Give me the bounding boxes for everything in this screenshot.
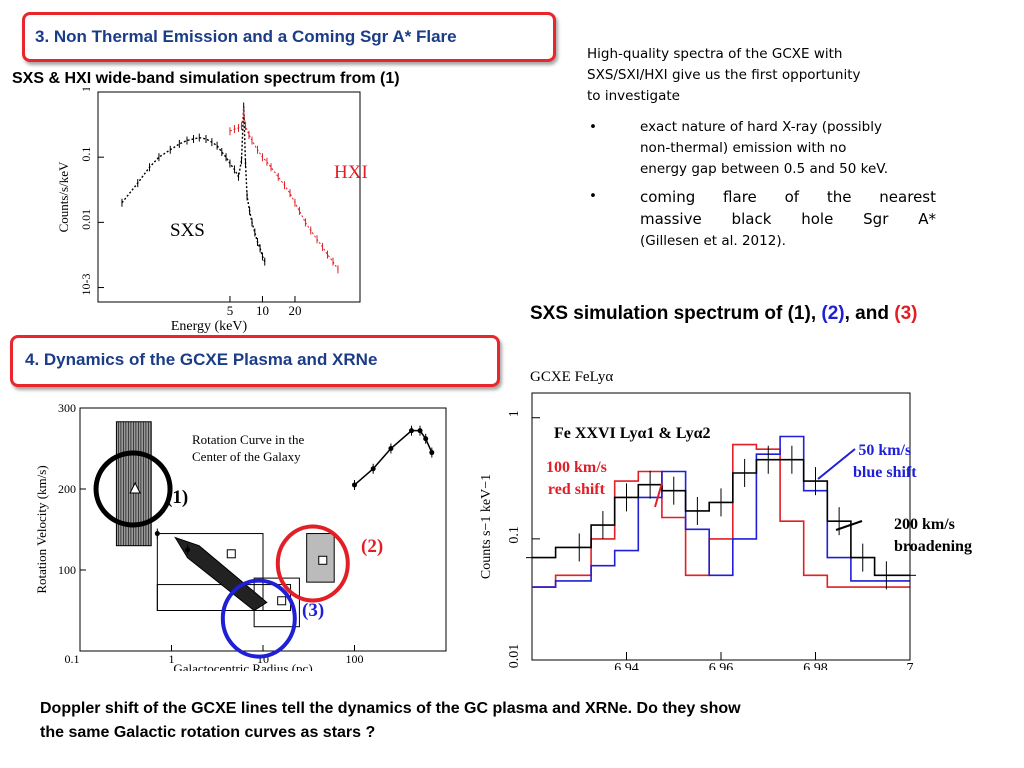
x-tick-label: 1 bbox=[169, 652, 175, 666]
section3-title: 3. Non Thermal Emission and a Coming Sgr… bbox=[35, 27, 457, 46]
x-tick-label: 10 bbox=[256, 303, 269, 318]
label-line: 50 km/s bbox=[858, 442, 912, 459]
region-3-marker bbox=[277, 596, 287, 606]
caption-part-3: (3) bbox=[894, 303, 918, 324]
y-tick-label: 300 bbox=[58, 401, 76, 415]
bullet-line: (Gillesen et al. 2012). bbox=[640, 233, 786, 249]
bullet-line: energy gap between 0.5 and 50 keV. bbox=[640, 161, 889, 177]
caption-part: , and bbox=[844, 303, 895, 324]
y-tick-label: 200 bbox=[58, 482, 76, 496]
label-line: broadening bbox=[894, 538, 972, 555]
intro-line: High-quality spectra of the GCXE with bbox=[587, 46, 843, 62]
wideband-spectrum-chart: 1 0.1 0.01 10-3 5 10 20 Energy (keV) Counts/s/ke… bbox=[56, 88, 361, 334]
series-line bbox=[532, 435, 910, 588]
bullet-symbol: • bbox=[589, 119, 597, 135]
y-tick-label: 100 bbox=[58, 563, 76, 577]
hxi-series-label: HXI bbox=[334, 162, 368, 183]
series-line bbox=[121, 106, 266, 262]
y-tick-label: 0.01 bbox=[79, 209, 93, 230]
label-line: 200 km/s bbox=[894, 516, 955, 533]
label-line: blue shift bbox=[853, 464, 917, 481]
x-tick-label: 100 bbox=[346, 652, 364, 666]
left-chart-caption: SXS & HXI wide-band simulation spectrum … bbox=[12, 70, 400, 87]
caption-part-2: (2) bbox=[821, 303, 845, 324]
bullet-2: • coming flare of the nearest massive bl… bbox=[587, 186, 947, 252]
bullet-line: exact nature of hard X-ray (possibly bbox=[640, 119, 882, 135]
x-tick-label: 6.96 bbox=[709, 661, 734, 670]
sxs-series bbox=[121, 102, 266, 266]
x-tick-label: 20 bbox=[288, 303, 301, 318]
marker bbox=[226, 549, 236, 559]
y-tick-label: 0.1 bbox=[79, 147, 93, 162]
intro-line: to investigate bbox=[587, 88, 680, 104]
bottom-question: Doppler shift of the GCXE lines tell the… bbox=[40, 697, 741, 745]
x-axis-label: Galactocentric Radius (pc) bbox=[173, 661, 312, 671]
y-axis-label: Rotation Velocity (km/s) bbox=[34, 465, 49, 593]
caption-part: SXS simulation spectrum of (1), bbox=[530, 303, 822, 324]
x-tick-label: 6.98 bbox=[803, 661, 828, 670]
label-line: 100 km/s bbox=[546, 459, 607, 476]
label-2: (2) bbox=[361, 536, 383, 557]
red-shift-label: 100 km/s red shift bbox=[546, 457, 607, 501]
annotation-line: Center of the Galaxy bbox=[192, 449, 301, 464]
wedge-region bbox=[174, 536, 268, 612]
blue-pointer bbox=[817, 448, 856, 480]
felya-title: GCXE FeLyα bbox=[530, 369, 614, 385]
circle-2 bbox=[275, 524, 350, 603]
intro-line: SXS/SXI/HXI give us the first opportunit… bbox=[587, 67, 861, 83]
section3-title-box: 3. Non Thermal Emission and a Coming Sgr… bbox=[22, 12, 556, 62]
x-tick-label: 0.1 bbox=[65, 652, 80, 666]
plot-frame bbox=[97, 91, 361, 303]
bullet-line: non-thermal) emission with no bbox=[640, 140, 847, 156]
y-tick-label: 10-3 bbox=[79, 274, 93, 296]
y-tick-label: 0.1 bbox=[507, 526, 522, 544]
annotation-line: Rotation Curve in the bbox=[192, 432, 305, 447]
bullet-line: coming flare of the nearest bbox=[640, 188, 936, 206]
felya-spectrum-chart: 1 0.1 0.01 6.94 6.96 6.98 7 Counts s−1 keV−1 bbox=[479, 392, 916, 670]
x-axis-label: Energy (keV) bbox=[171, 319, 248, 334]
rotation-annotation: Rotation Curve in the Center of the Gala… bbox=[192, 431, 304, 465]
y-tick-label: 1 bbox=[507, 410, 522, 417]
black-pointer bbox=[835, 520, 863, 531]
rotation-curve-line bbox=[354, 429, 433, 486]
blue-shift-label: 50 km/s blue shift bbox=[853, 440, 917, 484]
y-tick-label: 0.01 bbox=[507, 644, 522, 669]
broadening-label: 200 km/s broadening bbox=[894, 514, 972, 558]
y-tick-label: 1 bbox=[79, 88, 93, 92]
y-axis-label: Counts s−1 keV−1 bbox=[479, 474, 494, 579]
y-axis-label: Counts/s/keV bbox=[56, 161, 71, 232]
x-tick-label: 5 bbox=[227, 303, 234, 318]
section4-title-box: 4. Dynamics of the GCXE Plasma and XRNe bbox=[10, 335, 500, 387]
circle-3 bbox=[220, 578, 297, 659]
bottom-line: the same Galactic rotation curves as sta… bbox=[40, 724, 376, 741]
red-pointer bbox=[654, 482, 663, 508]
hxi-series bbox=[229, 107, 339, 274]
intro-text: High-quality spectra of the GCXE with SX… bbox=[587, 44, 937, 107]
region-1-marker bbox=[129, 481, 141, 494]
x-tick-label: 7 bbox=[907, 661, 914, 670]
section4-title: 4. Dynamics of the GCXE Plasma and XRNe bbox=[25, 350, 378, 369]
label-line: red shift bbox=[547, 481, 605, 498]
x-tick-label: 6.94 bbox=[614, 661, 639, 670]
sxs-series-label: SXS bbox=[170, 220, 205, 241]
bullet-line: massive black hole Sgr A* bbox=[640, 210, 936, 228]
right-chart-caption: SXS simulation spectrum of (1), (2), and… bbox=[530, 303, 917, 325]
label-3: (3) bbox=[302, 600, 324, 621]
bullet-1: • exact nature of hard X-ray (possibly n… bbox=[587, 117, 947, 180]
bullet-symbol: • bbox=[589, 188, 597, 204]
region-2-marker bbox=[318, 555, 328, 565]
label-1: (1) bbox=[166, 487, 188, 508]
bottom-line: Doppler shift of the GCXE lines tell the… bbox=[40, 700, 741, 717]
circle-1 bbox=[93, 450, 173, 528]
lines-label: Fe XXVI Lyα1 & Lyα2 bbox=[554, 425, 711, 442]
